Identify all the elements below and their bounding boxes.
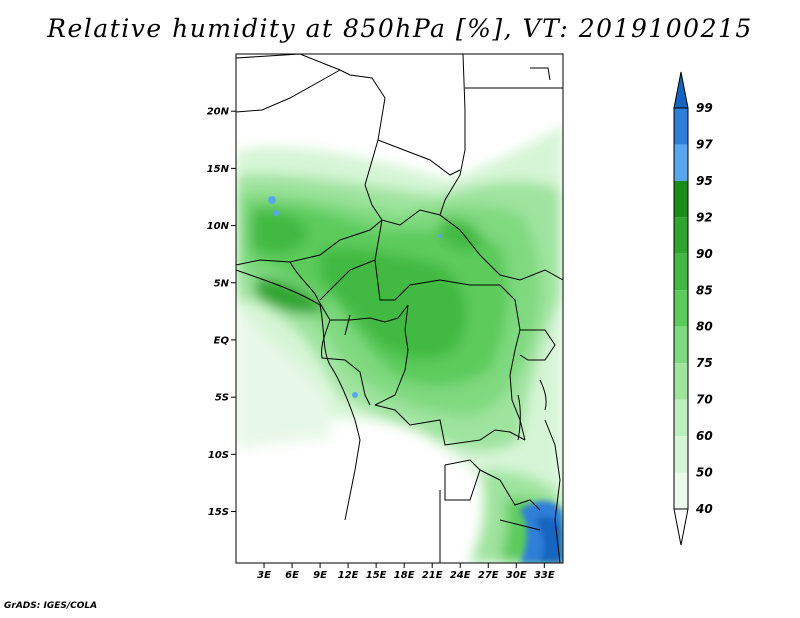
humidity-field [236,54,563,563]
lon-tick-label: 30E [506,570,527,581]
colorbar-segment [674,253,688,291]
lat-tick-label: 5S [215,393,229,404]
lon-tick-label: 15E [366,570,387,581]
colorbar-segment [674,472,688,509]
lon-tick-label: 3E [257,570,271,581]
lat-tick-label: 15N [207,164,230,175]
country-borders [236,54,563,563]
colorbar-segment [674,436,688,473]
colorbar-top-triangle [673,71,689,109]
lon-tick-label: 21E [422,570,443,581]
longitude-axis: 3E 6E 9E 12E 15E 18E 21E 24E 27E 30E 33E [257,563,555,581]
colorbar-label: 95 [696,174,713,188]
colorbar-label: 85 [696,283,713,297]
lat-tick-label: 15S [208,507,229,518]
colorbar-label: 97 [696,137,713,151]
colorbar-label: 80 [696,320,713,334]
colorbar-segment [674,180,688,218]
colorbar-segment [674,326,688,364]
colorbar-label: 90 [696,247,713,261]
lat-tick-label: 10N [207,221,230,232]
colorbar-segment [674,108,688,145]
colorbar-label: 40 [695,502,713,516]
colorbar: 99 97 95 92 90 85 80 75 70 60 50 40 [673,71,713,546]
colorbar-segment [674,217,688,254]
lon-tick-label: 18E [394,570,415,581]
lat-tick-label: EQ [214,335,230,346]
colorbar-label: 75 [696,356,713,370]
colorbar-label: 99 [696,101,713,115]
colorbar-bottom-triangle [673,508,689,546]
lon-tick-label: 33E [534,570,555,581]
lat-tick-label: 5N [214,278,230,289]
colorbar-segment [674,399,688,437]
latitude-axis: 20N 15N 10N 5N EQ 5S 10S 15S [207,107,236,518]
colorbar-label: 60 [696,429,713,443]
colorbar-segment [674,144,688,181]
colorbar-label: 92 [696,210,713,224]
lat-tick-label: 10S [208,450,229,461]
lon-tick-label: 9E [313,570,327,581]
colorbar-label: 70 [696,393,713,407]
colorbar-segment [674,290,688,327]
lon-tick-label: 12E [338,570,359,581]
map-frame [235,53,564,564]
software-credit: GrADS: IGES/COLA [4,601,98,611]
lon-tick-label: 24E [450,570,471,581]
plot-title: Relative humidity at 850hPa [%], VT: 201… [47,14,753,43]
lon-tick-label: 27E [478,570,499,581]
colorbar-label: 50 [696,466,713,480]
lon-tick-label: 6E [285,570,299,581]
lat-tick-label: 20N [207,107,230,118]
colorbar-segment [674,363,688,400]
